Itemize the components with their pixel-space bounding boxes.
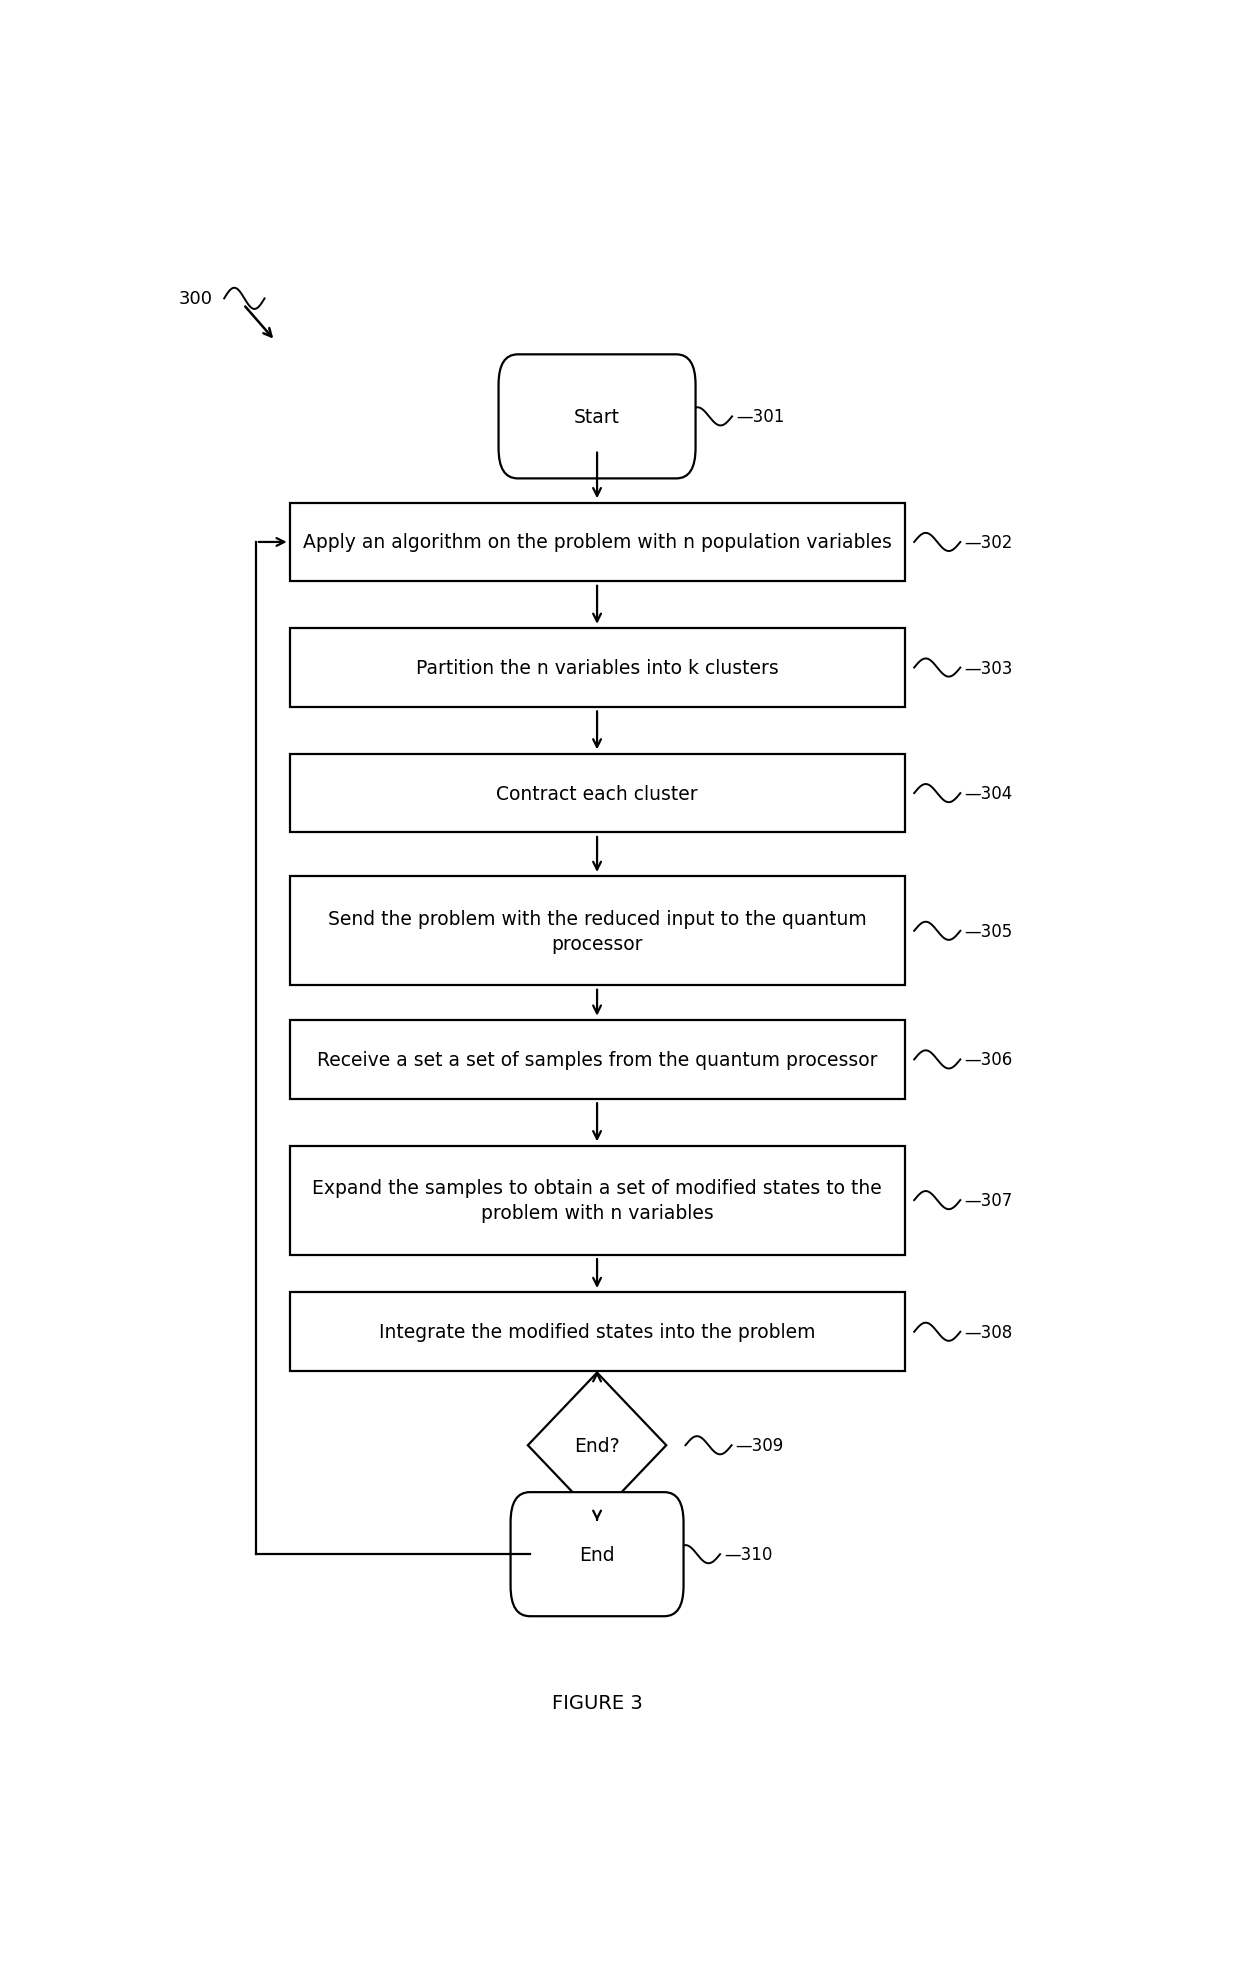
- Text: —304: —304: [965, 786, 1012, 803]
- FancyBboxPatch shape: [511, 1493, 683, 1616]
- Text: —307: —307: [965, 1192, 1012, 1210]
- Text: —310: —310: [724, 1546, 773, 1563]
- Text: End: End: [579, 1546, 615, 1563]
- Text: Partition the n variables into k clusters: Partition the n variables into k cluster…: [415, 658, 779, 678]
- Bar: [290, 628, 904, 707]
- Text: Expand the samples to obtain a set of modified states to the
problem with n vari: Expand the samples to obtain a set of mo…: [312, 1178, 882, 1222]
- Text: —302: —302: [965, 534, 1013, 552]
- Bar: [290, 1021, 904, 1100]
- Text: —301: —301: [735, 409, 784, 426]
- Text: —309: —309: [735, 1436, 784, 1455]
- Text: Integrate the modified states into the problem: Integrate the modified states into the p…: [378, 1322, 816, 1341]
- Text: —306: —306: [965, 1051, 1012, 1068]
- Text: Send the problem with the reduced input to the quantum
processor: Send the problem with the reduced input …: [327, 909, 867, 953]
- Text: —305: —305: [965, 923, 1012, 941]
- Bar: [290, 503, 904, 581]
- Bar: [290, 1292, 904, 1371]
- Text: Start: Start: [574, 409, 620, 426]
- Text: —303: —303: [965, 660, 1013, 678]
- Bar: [290, 876, 904, 986]
- Bar: [290, 1147, 904, 1255]
- Text: FIGURE 3: FIGURE 3: [552, 1693, 642, 1713]
- Text: —308: —308: [965, 1324, 1012, 1341]
- Text: Apply an algorithm on the problem with n population variables: Apply an algorithm on the problem with n…: [303, 532, 892, 552]
- Text: Receive a set a set of samples from the quantum processor: Receive a set a set of samples from the …: [316, 1051, 878, 1068]
- Polygon shape: [528, 1373, 666, 1518]
- FancyBboxPatch shape: [498, 355, 696, 479]
- Text: Contract each cluster: Contract each cluster: [496, 784, 698, 803]
- Bar: [290, 754, 904, 833]
- Text: 300: 300: [179, 291, 213, 308]
- Text: End?: End?: [574, 1436, 620, 1455]
